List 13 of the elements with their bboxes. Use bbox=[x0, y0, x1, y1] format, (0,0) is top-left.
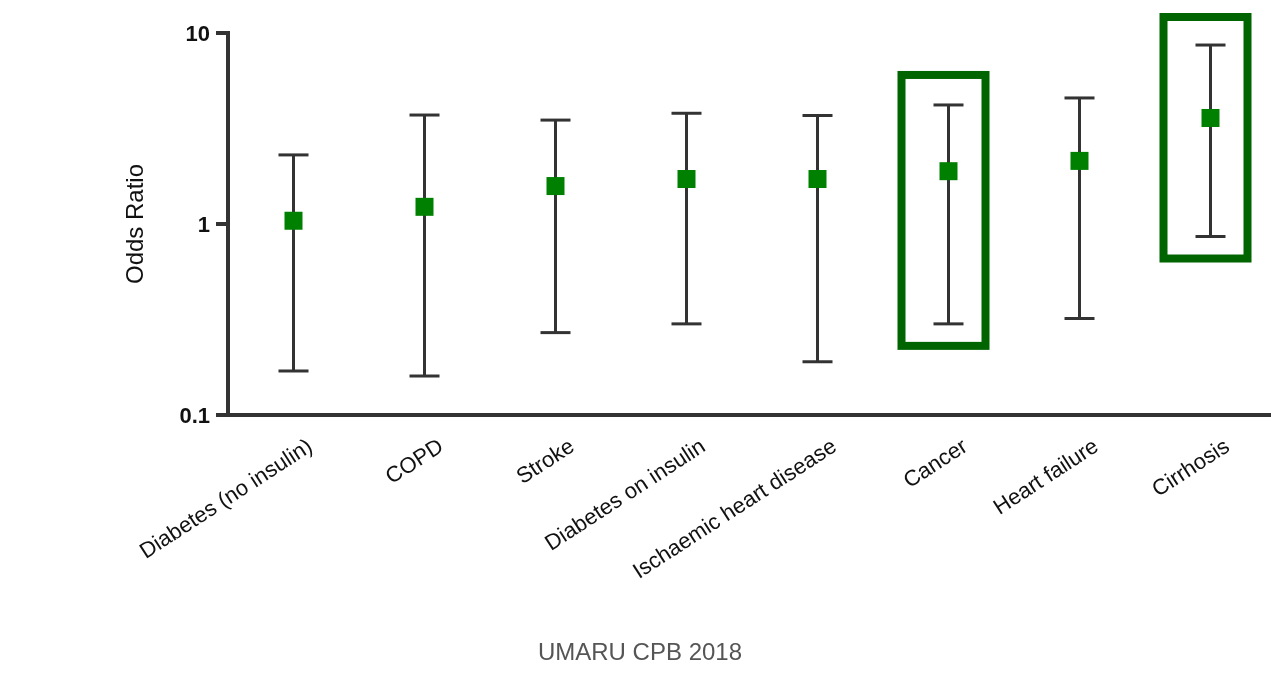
point bbox=[1070, 151, 1089, 170]
y-axis-title: Odds Ratio bbox=[121, 163, 148, 285]
point bbox=[939, 162, 958, 181]
point bbox=[415, 197, 434, 216]
y-tick-label: 10 bbox=[185, 20, 210, 46]
point bbox=[1201, 108, 1220, 127]
point bbox=[808, 170, 827, 189]
point bbox=[546, 177, 565, 196]
y-tick-label: 1 bbox=[197, 211, 210, 237]
point bbox=[677, 170, 696, 189]
text: UMARU CPB 2018 bbox=[537, 638, 743, 665]
y-tick-label: 0.1 bbox=[179, 402, 210, 428]
point bbox=[284, 211, 303, 230]
